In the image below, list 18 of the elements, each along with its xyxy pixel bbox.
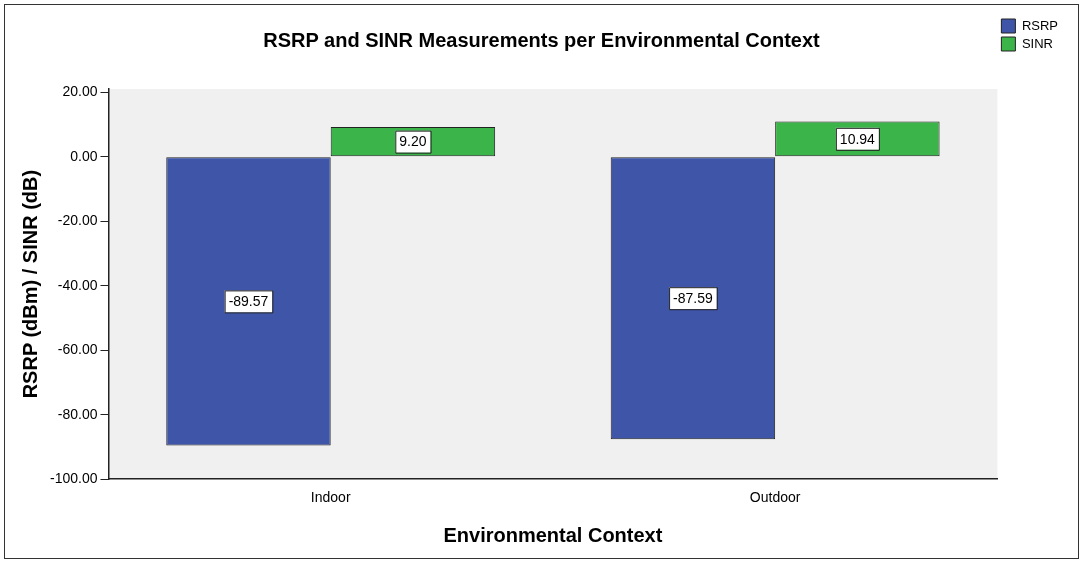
y-axis-title: RSRP (dBm) / SINR (dB) [18, 169, 41, 399]
chart-title: RSRP and SINR Measurements per Environmental Context [263, 28, 821, 51]
legend-label: SINR [1021, 35, 1053, 51]
x-axis-title: Environmental Context [443, 523, 663, 546]
data-label: -89.57 [228, 293, 269, 310]
y-tick-label: -80.00 [57, 405, 98, 422]
y-tick-label: -60.00 [57, 341, 98, 358]
data-label: 10.94 [839, 130, 876, 147]
y-tick-label: 0.00 [70, 147, 98, 164]
legend-label: RSRP [1021, 17, 1059, 33]
data-label: -87.59 [673, 290, 713, 307]
data-label: 9.20 [399, 133, 427, 150]
y-tick-label: -100.00 [50, 470, 98, 487]
y-tick-label: -40.00 [57, 276, 98, 293]
y-tick-label: -20.00 [57, 212, 98, 229]
x-tick-label: Outdoor [749, 489, 801, 506]
x-tick-label: Indoor [310, 489, 351, 506]
y-tick-label: 20.00 [62, 83, 98, 100]
